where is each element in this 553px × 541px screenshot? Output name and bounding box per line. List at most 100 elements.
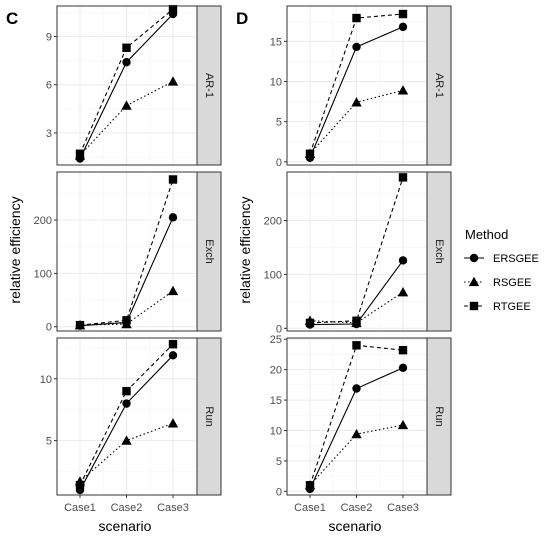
x-axis-title-left: scenario	[99, 518, 152, 534]
y-tick-label: 25	[270, 334, 282, 346]
series-rtgee	[75, 175, 178, 330]
data-point	[352, 384, 361, 393]
series-rtgee	[305, 9, 408, 158]
x-tick-label: Case2	[111, 502, 143, 514]
data-point	[398, 22, 408, 32]
data-point	[397, 419, 409, 430]
facet-strip	[196, 337, 222, 496]
data-point	[305, 481, 315, 490]
data-point	[75, 480, 85, 490]
series-rtgee	[305, 341, 408, 490]
data-point	[122, 399, 131, 408]
axis-titles: scenario scenario relative efficiency re…	[7, 196, 382, 534]
y-tick-label: 10	[270, 76, 282, 88]
panel-1: 3 6 9 AR-1 C	[6, 5, 222, 166]
legend-label: ERSGEE	[493, 253, 539, 265]
panel-tag: D	[236, 9, 248, 28]
legend-entry-rtgee: RTGEE	[464, 301, 531, 313]
y-tick-label: 15	[270, 395, 282, 407]
data-point	[352, 316, 361, 325]
data-point	[305, 318, 315, 328]
data-point	[121, 100, 132, 110]
facet-strip-label: AR-1	[203, 73, 215, 98]
facet-strip-label: Run	[433, 406, 445, 426]
panel-3: 5 10 Run Case1 Case2 Case3	[40, 337, 222, 514]
legend-label: RSGEE	[493, 277, 532, 289]
y-tick-label: 3	[46, 128, 52, 140]
y-tick-label: 5	[276, 456, 282, 468]
series-rtgee	[305, 173, 408, 328]
legend-label: RTGEE	[493, 301, 531, 313]
y-tick-label: 0	[46, 322, 52, 334]
data-point	[397, 286, 409, 297]
series-line	[79, 422, 174, 482]
data-point	[167, 418, 179, 428]
data-point	[122, 58, 131, 67]
panel-6: 0 5 10 15 20 25 Run Case1 Case2 Case3	[270, 334, 452, 514]
data-point	[352, 42, 361, 52]
legend: Method ERSGEE RSGEE RTGEE	[464, 227, 539, 313]
series-line	[309, 177, 404, 324]
data-point	[168, 351, 178, 360]
data-point	[351, 97, 362, 107]
y-tick-label: 5	[276, 117, 282, 129]
data-point	[305, 149, 315, 158]
legend-title: Method	[465, 227, 508, 242]
facet-strip	[426, 5, 452, 166]
y-tick-label: 15	[270, 36, 282, 48]
y-tick-label: 100	[34, 268, 52, 280]
data-point	[75, 149, 85, 158]
series-line	[79, 179, 174, 326]
data-point	[121, 435, 132, 445]
series-rtgee	[75, 5, 178, 158]
facet-strip	[426, 337, 452, 496]
x-tick-label: Case3	[157, 502, 189, 514]
legend-marker	[469, 253, 479, 263]
y-tick-label: 5	[46, 436, 52, 448]
panel-5: 0 100 200 Exch	[264, 171, 452, 335]
data-point	[168, 175, 178, 184]
data-point	[122, 316, 131, 325]
data-point	[167, 76, 179, 86]
legend-marker	[469, 301, 479, 311]
series-line	[79, 343, 174, 486]
data-point	[398, 256, 408, 265]
data-point	[351, 428, 362, 439]
legend-entry-ersgee: ERSGEE	[464, 253, 539, 265]
series-rtgee	[75, 339, 178, 490]
legend-entry-rsgee: RSGEE	[464, 276, 532, 289]
y-tick-label: 200	[264, 216, 282, 228]
y-tick-label: 0	[276, 157, 282, 169]
y-tick-label: 100	[264, 269, 282, 281]
y-tick-label: 0	[276, 486, 282, 498]
data-point	[168, 5, 178, 14]
data-point	[397, 85, 409, 95]
facet-strip	[426, 171, 452, 332]
data-point	[352, 13, 361, 23]
data-point	[398, 173, 408, 182]
data-point	[398, 345, 408, 355]
data-point	[352, 341, 361, 350]
data-point	[398, 9, 408, 19]
y-tick-label: 10	[40, 374, 52, 386]
x-tick-label: Case1	[64, 502, 96, 514]
x-tick-label: Case2	[341, 502, 373, 514]
facet-strip	[196, 5, 222, 166]
facet-strip-label: Exch	[203, 239, 215, 263]
y-axis-title-left: relative efficiency	[7, 196, 23, 303]
data-point	[168, 339, 178, 349]
y-tick-label: 10	[270, 425, 282, 437]
data-point	[122, 43, 131, 52]
data-point	[398, 363, 408, 373]
y-tick-label: 200	[34, 215, 52, 227]
legend-marker	[468, 276, 480, 287]
facet-strip-label: Run	[203, 406, 215, 426]
x-tick-label: Case3	[387, 502, 419, 514]
y-tick-label: 9	[46, 32, 52, 44]
y-tick-label: 20	[270, 365, 282, 377]
series-line	[79, 290, 174, 326]
y-tick-label: 0	[276, 323, 282, 335]
facet-strip-label: AR-1	[433, 73, 445, 98]
